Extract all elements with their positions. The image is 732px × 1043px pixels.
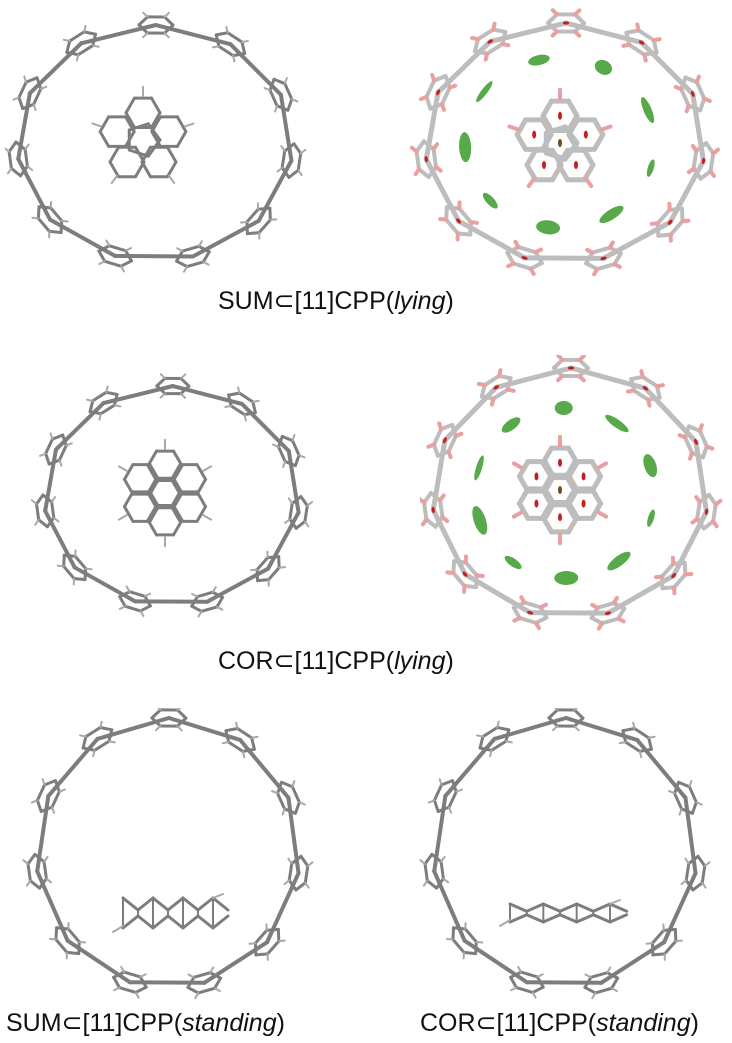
panel-cor-standing-structure [415, 708, 715, 1006]
molecule-cor-standing [419, 708, 711, 1000]
caption-sum-standing: SUM⊂[11]CPP(standing) [6, 1009, 285, 1037]
caption-cor-standing: COR⊂[11]CPP(standing) [420, 1009, 699, 1037]
nci-plot-cor-lying [420, 355, 723, 631]
nci-plot-sum-lying [410, 8, 720, 277]
molecule-sum-lying [5, 11, 307, 273]
panel-cor-lying-nci [420, 355, 725, 635]
molecule-sum-standing [22, 708, 314, 1000]
caption-cor-lying: COR⊂[11]CPP(lying) [218, 647, 454, 675]
panel-sum-lying-structure [5, 8, 310, 278]
panel-sum-standing-structure [18, 708, 318, 1006]
panel-cor-lying-structure [30, 368, 320, 630]
molecule-cor-lying [30, 373, 314, 618]
panel-sum-lying-nci [410, 8, 725, 278]
caption-sum-lying: SUM⊂[11]CPP(lying) [218, 287, 454, 315]
